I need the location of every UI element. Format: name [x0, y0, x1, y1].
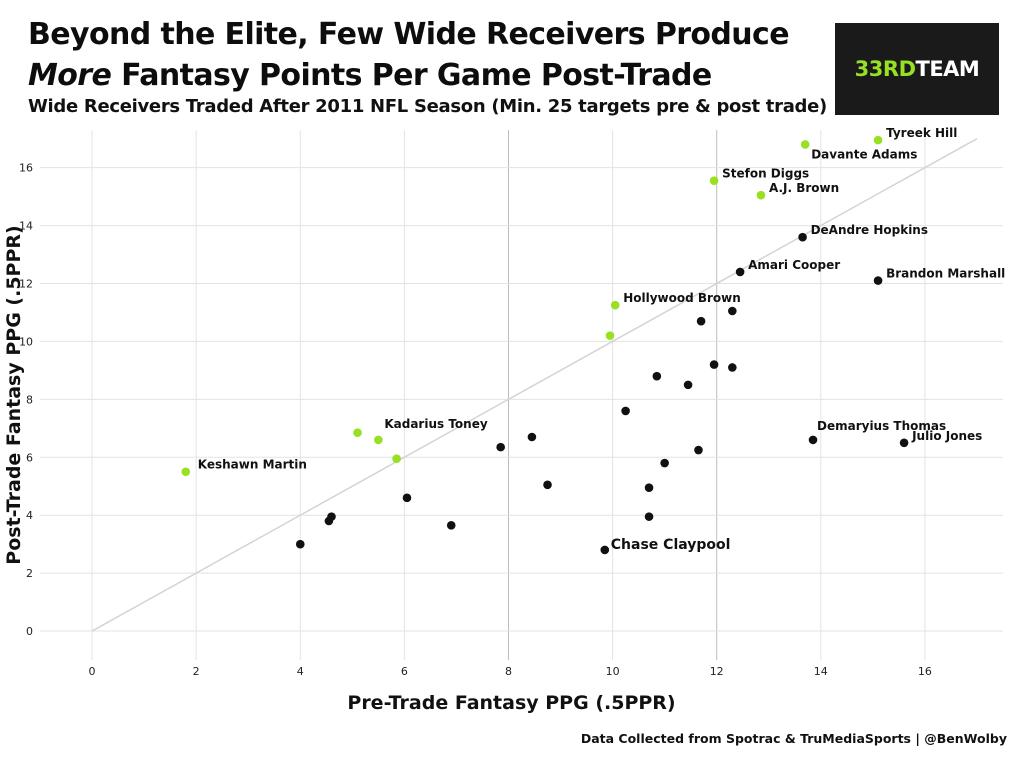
data-point: [798, 232, 807, 242]
point-label: Amari Cooper: [748, 258, 840, 272]
x-tick-label: 10: [606, 665, 620, 678]
data-point: [873, 276, 883, 285]
y-tick-label: 14: [19, 220, 33, 233]
y-tick-label: 4: [26, 509, 33, 522]
data-point: [402, 493, 412, 503]
x-tick-label: 6: [401, 665, 408, 678]
source-credit: Data Collected from Spotrac & TruMediaSp…: [580, 731, 1007, 746]
data-point: [295, 539, 305, 549]
y-axis-title: Post-Trade Fantasy PPG (.5PPR): [3, 225, 25, 564]
point-label: DeAndre Hopkins: [811, 223, 928, 237]
data-point: [652, 371, 662, 381]
data-point: [728, 306, 737, 316]
y-tick-label: 6: [26, 451, 33, 464]
data-point: [621, 406, 630, 416]
data-point: [728, 363, 737, 372]
point-label: Davante Adams: [811, 147, 917, 161]
point-label: Brandon Marshall: [886, 267, 1005, 281]
data-point: [543, 480, 552, 490]
logo-part-2: TEAM: [915, 57, 980, 81]
x-tick-label: 16: [918, 665, 932, 678]
y-tick-label: 12: [19, 277, 33, 290]
grid-lines: [40, 130, 1003, 660]
data-point: [600, 545, 610, 555]
reference-line: [91, 138, 978, 632]
point-label: Chase Claypool: [611, 537, 731, 553]
data-point: [644, 512, 654, 521]
title-line-1: Beyond the Elite, Few Wide Receivers Pro…: [28, 17, 790, 52]
data-point: [610, 300, 620, 310]
data-point: [392, 454, 401, 464]
x-tick-label: 4: [297, 665, 304, 678]
data-point: [800, 140, 810, 149]
data-point: [644, 483, 654, 492]
data-point: [660, 458, 669, 468]
x-tick-label: 0: [89, 665, 96, 678]
data-point: [899, 438, 909, 448]
y-tick-label: 0: [26, 625, 33, 638]
data-point: [324, 516, 334, 526]
point-label: Keshawn Martin: [198, 458, 307, 472]
data-point: [696, 316, 706, 326]
data-point: [709, 176, 719, 185]
point-label: A.J. Brown: [769, 181, 839, 195]
y-tick-label: 8: [26, 393, 33, 406]
data-point: [683, 380, 693, 390]
chart-subtitle: Wide Receivers Traded After 2011 NFL Sea…: [28, 96, 827, 117]
x-tick-label: 14: [814, 665, 828, 678]
chart-title: Beyond the Elite, Few Wide Receivers Pro…: [28, 14, 828, 96]
brand-logo: 33RD TEAM: [835, 23, 999, 115]
x-tick-label: 2: [193, 665, 200, 678]
point-label: Demaryius Thomas: [817, 419, 946, 433]
y-tick-label: 10: [19, 335, 33, 348]
point-label: Kadarius Toney: [384, 417, 487, 431]
data-point: [873, 135, 883, 145]
y-tick-label: 16: [19, 162, 33, 175]
data-point: [735, 267, 745, 277]
point-label: Stefon Diggs: [722, 167, 809, 181]
data-points: [181, 135, 909, 555]
y-tick-label: 2: [26, 567, 33, 580]
x-tick-label: 8: [505, 665, 512, 678]
data-point: [353, 428, 362, 437]
title-emphasis: More: [28, 58, 112, 93]
data-point: [605, 331, 615, 340]
data-point: [496, 442, 505, 452]
title-line-2-rest: Fantasy Points Per Game Post-Trade: [111, 58, 712, 93]
data-point: [446, 521, 456, 530]
title-line-2: More Fantasy Points Per Game Post-Trade: [28, 55, 828, 96]
data-point: [756, 190, 766, 200]
point-label: Hollywood Brown: [623, 291, 741, 305]
logo-part-1: 33RD: [854, 57, 916, 81]
point-label: Julio Jones: [911, 429, 982, 443]
data-point: [374, 435, 383, 445]
data-point: [181, 467, 191, 477]
axis-ticks: 0 2 4 6 8 10 12 14 16 0 2 4 6 8 10 12 14 16: [19, 162, 932, 678]
x-axis-title: Pre-Trade Fantasy PPG (.5PPR): [347, 692, 675, 714]
data-point: [808, 435, 818, 445]
x-tick-label: 12: [710, 665, 724, 678]
data-point: [527, 432, 537, 442]
data-point: [709, 360, 719, 369]
point-label: Tyreek Hill: [886, 126, 957, 140]
data-point: [694, 445, 703, 455]
